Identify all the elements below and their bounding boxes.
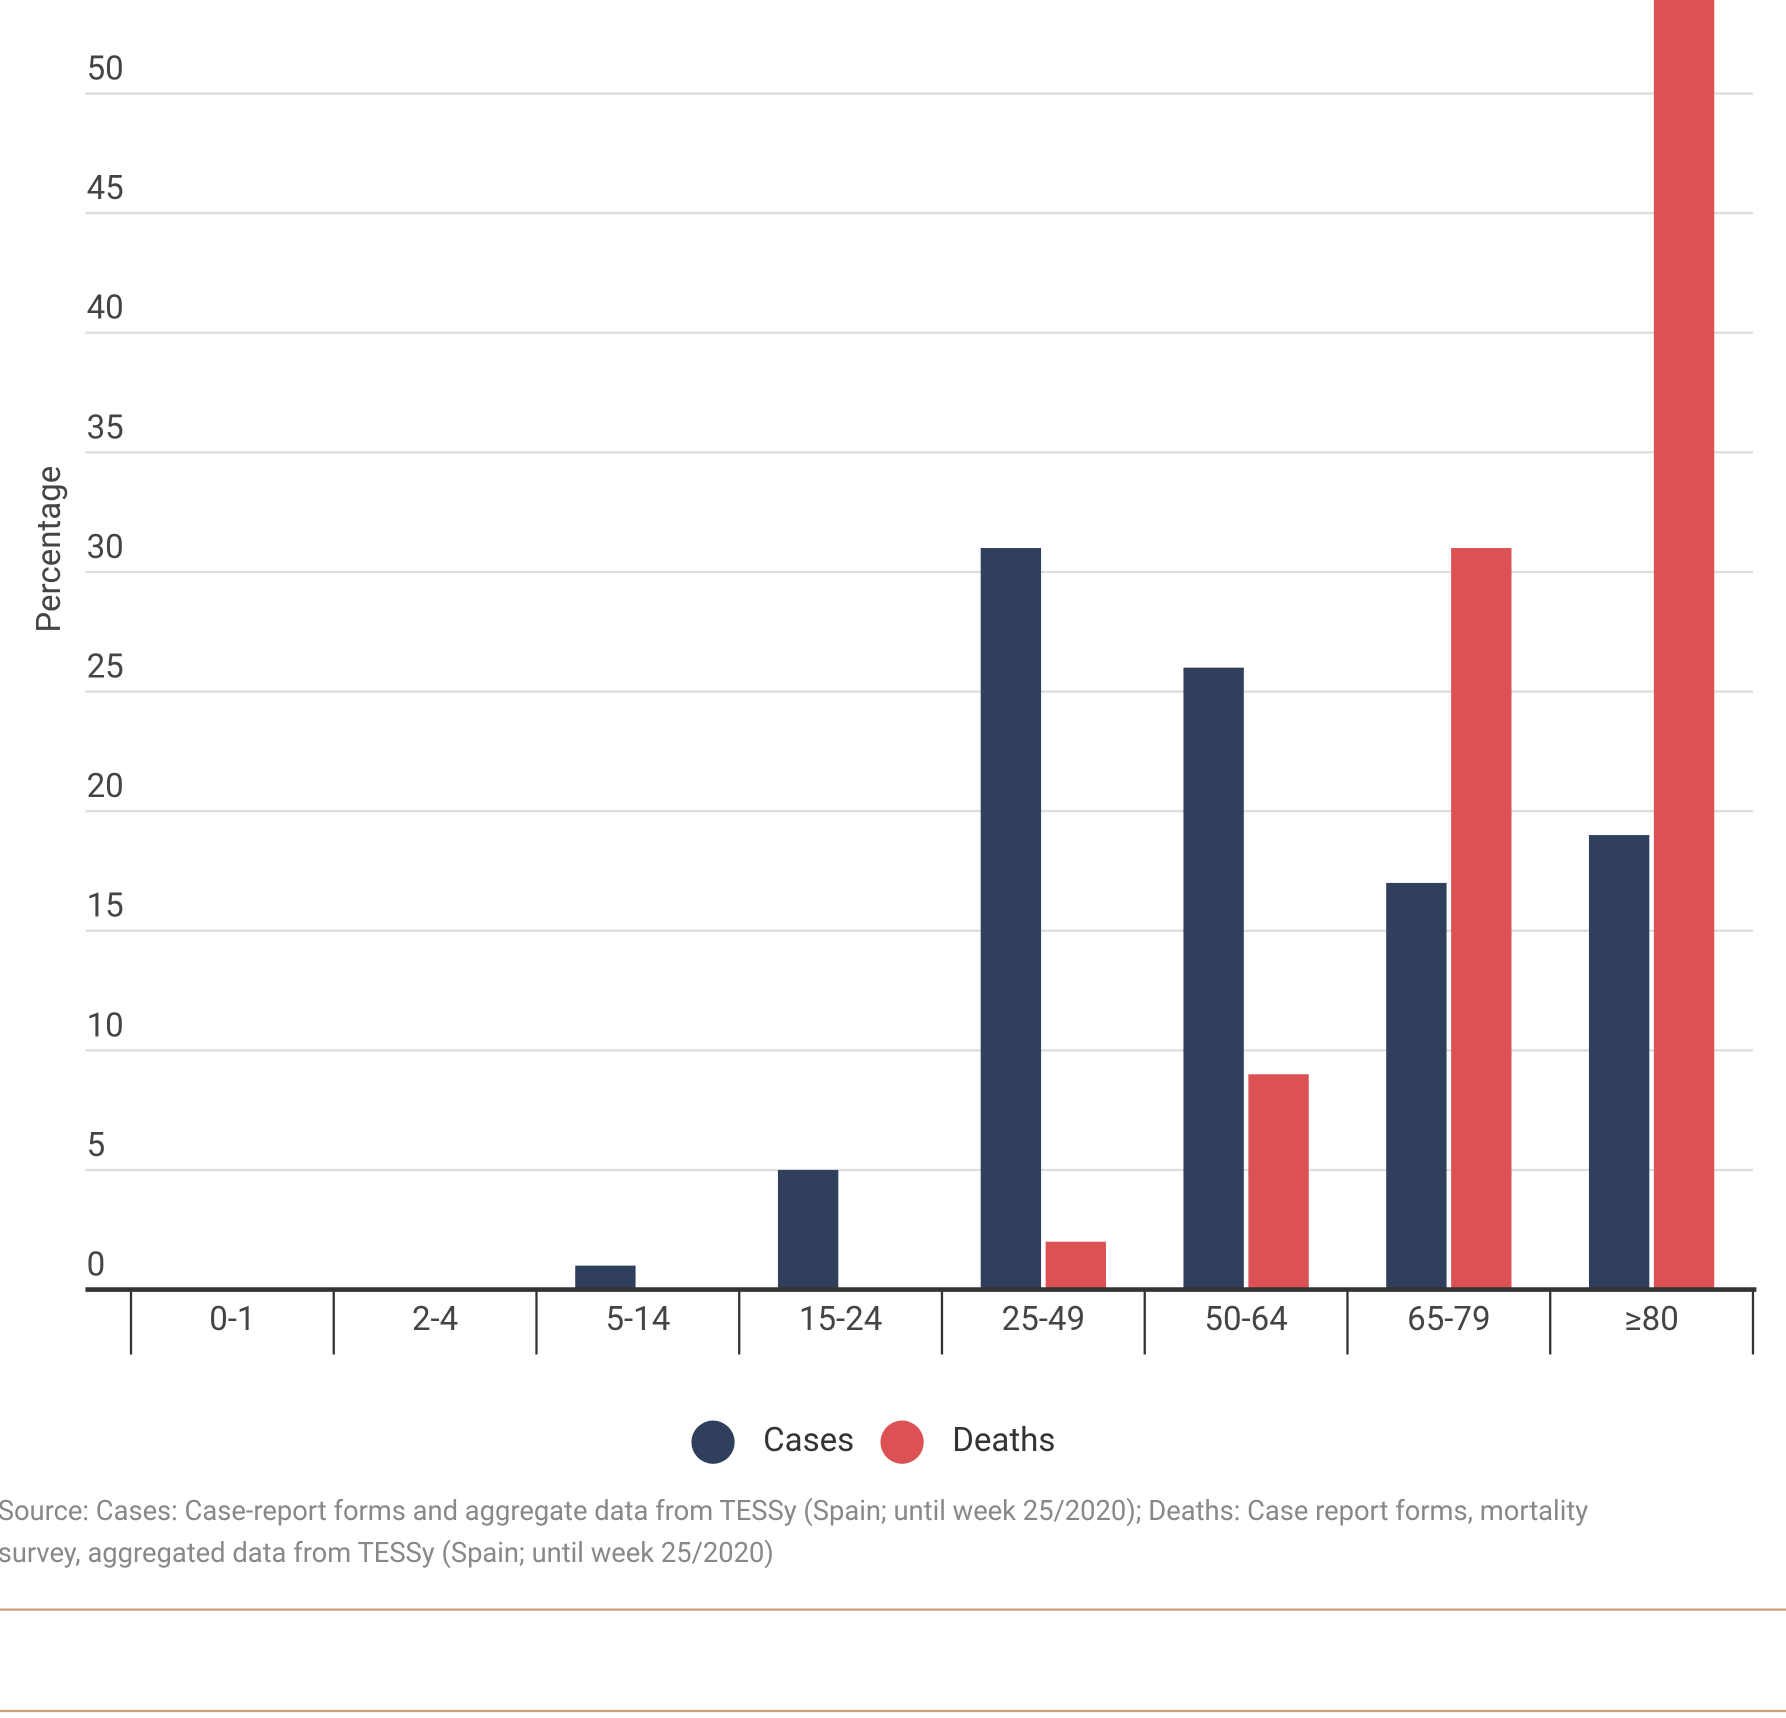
bar bbox=[1653, 0, 1715, 1290]
y-tick-label: 50 bbox=[87, 50, 124, 89]
legend-label: Cases bbox=[763, 1421, 854, 1460]
bar bbox=[1045, 1241, 1106, 1290]
legend-swatch bbox=[691, 1420, 735, 1464]
x-tick-label: 0-1 bbox=[209, 1300, 255, 1339]
legend-swatch bbox=[880, 1420, 924, 1464]
x-tick-label: 65-79 bbox=[1407, 1300, 1490, 1339]
bar bbox=[1183, 667, 1244, 1290]
x-tick-label: 50-64 bbox=[1204, 1300, 1287, 1339]
y-tick-label: 35 bbox=[87, 408, 124, 447]
y-tick-label: 45 bbox=[87, 169, 124, 208]
y-tick-label: 40 bbox=[87, 289, 124, 328]
bar bbox=[980, 548, 1042, 1290]
y-tick-label: 25 bbox=[87, 648, 124, 687]
bar bbox=[1588, 835, 1650, 1290]
x-tick-label: 15-24 bbox=[799, 1300, 882, 1339]
x-tick-label: 5-14 bbox=[605, 1300, 670, 1339]
y-tick-label: 5 bbox=[87, 1126, 106, 1165]
legend-label: Deaths bbox=[952, 1421, 1055, 1460]
bar bbox=[1248, 1074, 1309, 1290]
x-tick-label: ≥80 bbox=[1624, 1300, 1678, 1339]
bar bbox=[575, 1265, 636, 1290]
x-tick-label: 2-4 bbox=[412, 1300, 458, 1339]
bar bbox=[1386, 882, 1447, 1290]
y-tick-label: 15 bbox=[87, 887, 124, 926]
bar bbox=[1451, 548, 1512, 1290]
y-tick-label: 0 bbox=[87, 1245, 106, 1284]
source-note: Source: Cases: Case-report forms and agg… bbox=[0, 1495, 1588, 1527]
x-tick-label: 25-49 bbox=[1002, 1300, 1085, 1339]
y-axis-label: Percentage bbox=[30, 466, 69, 633]
y-tick-label: 30 bbox=[87, 528, 124, 567]
source-note: survey, aggregated data from TESSy (Spai… bbox=[0, 1537, 774, 1569]
y-tick-label: 10 bbox=[87, 1006, 124, 1045]
bar bbox=[777, 1169, 839, 1290]
y-tick-label: 20 bbox=[87, 767, 124, 806]
